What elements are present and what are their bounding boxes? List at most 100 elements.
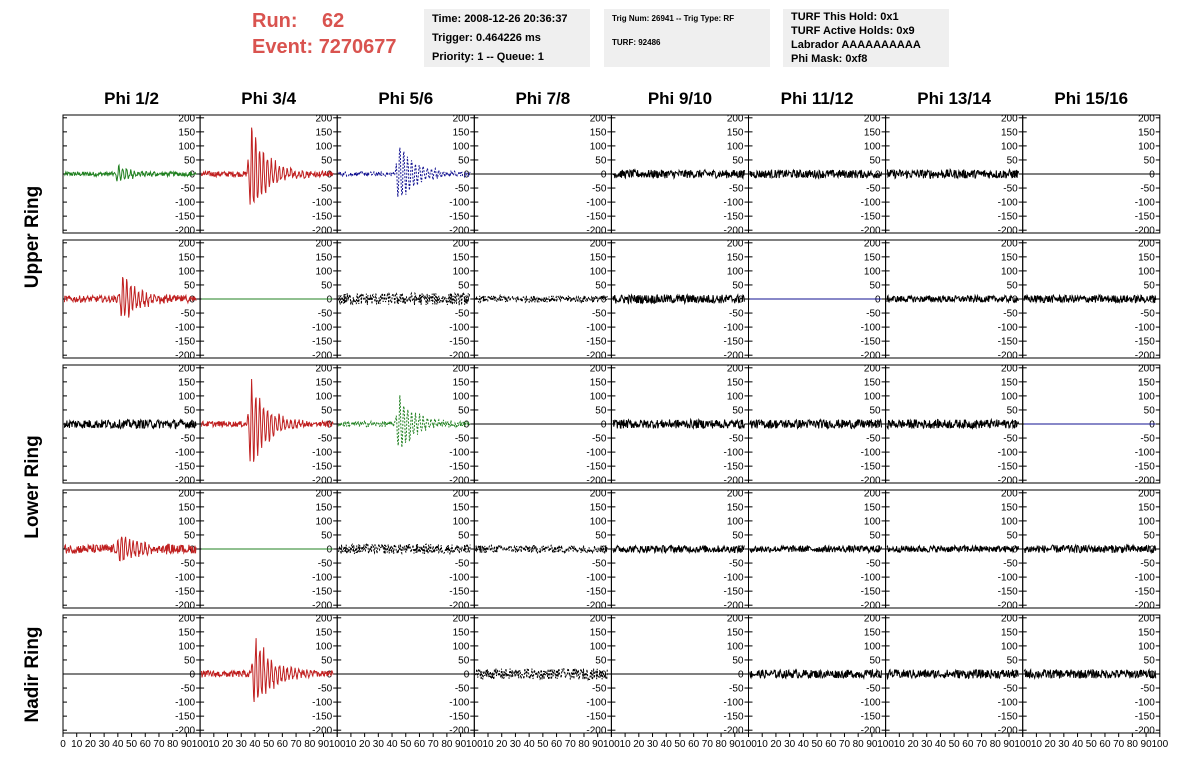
- ring-label: Lower Ring: [22, 435, 43, 538]
- y-tick-label: 100: [590, 516, 607, 527]
- y-tick-label: -50: [181, 559, 196, 570]
- y-tick-label: -50: [1140, 559, 1155, 570]
- y-tick-label: -200: [861, 601, 881, 612]
- x-tick-label: 80: [990, 739, 1002, 750]
- y-tick-label: -100: [1135, 573, 1155, 584]
- y-tick-label: -50: [1140, 309, 1155, 320]
- waveform-trace: [1023, 543, 1157, 555]
- y-tick-label: -200: [312, 226, 332, 237]
- y-tick-label: -200: [586, 351, 606, 362]
- y-tick-label: -100: [1135, 198, 1155, 209]
- y-tick-label: -100: [998, 573, 1018, 584]
- y-tick-label: -50: [318, 309, 333, 320]
- x-tick-label: 100: [192, 739, 209, 750]
- y-tick-label: 50: [869, 405, 881, 416]
- y-tick-label: 50: [184, 405, 196, 416]
- column-title: Phi 11/12: [781, 89, 854, 108]
- trig-num-text: Trig Num: 26941 -- Trig Type: RF: [612, 14, 735, 23]
- x-tick-label: 90: [1003, 739, 1015, 750]
- y-tick-label: 150: [864, 252, 881, 263]
- y-tick-label: 0: [1149, 420, 1155, 431]
- y-tick-label: -150: [1135, 712, 1155, 723]
- x-tick-label: 30: [921, 739, 933, 750]
- y-tick-label: 150: [727, 127, 744, 138]
- x-tick-label: 20: [359, 739, 371, 750]
- y-tick-label: -100: [175, 448, 195, 459]
- y-tick-label: 150: [316, 252, 333, 263]
- y-tick-label: -100: [723, 323, 743, 334]
- x-tick-label: 40: [1072, 739, 1084, 750]
- column-title: Phi 13/14: [917, 89, 991, 108]
- y-tick-label: 150: [316, 502, 333, 513]
- y-tick-label: -200: [175, 726, 195, 737]
- y-tick-label: 50: [184, 530, 196, 541]
- y-tick-label: -150: [998, 337, 1018, 348]
- x-tick-label: 30: [1058, 739, 1070, 750]
- waveform-trace: [63, 536, 197, 562]
- y-tick-label: 100: [178, 516, 195, 527]
- waveform-trace: [749, 418, 882, 430]
- y-tick-label: 50: [1007, 280, 1019, 291]
- waveform-trace: [749, 168, 882, 180]
- y-tick-label: -100: [586, 323, 606, 334]
- y-tick-label: 100: [864, 641, 881, 652]
- y-tick-label: 50: [184, 155, 196, 166]
- y-tick-label: 100: [178, 266, 195, 277]
- y-tick-label: 0: [464, 545, 470, 556]
- y-tick-label: 200: [178, 488, 195, 499]
- x-tick-label: 40: [798, 739, 810, 750]
- y-tick-label: -200: [1135, 726, 1155, 737]
- y-tick-label: 0: [1012, 545, 1018, 556]
- y-tick-label: -200: [723, 476, 743, 487]
- waveform-trace: [612, 417, 745, 430]
- y-tick-label: -50: [181, 309, 196, 320]
- y-tick-label: -150: [998, 462, 1018, 473]
- y-tick-label: -50: [318, 684, 333, 695]
- y-tick-label: -150: [449, 212, 469, 223]
- y-tick-label: -50: [592, 684, 607, 695]
- y-tick-label: 0: [327, 170, 333, 181]
- column-title: Phi 1/2: [104, 89, 159, 108]
- x-tick-label: 70: [153, 739, 165, 750]
- x-tick-label: 80: [304, 739, 316, 750]
- waveform-trace: [475, 666, 608, 682]
- y-tick-label: 100: [864, 516, 881, 527]
- x-tick-label: 90: [455, 739, 467, 750]
- y-tick-label: -150: [1135, 462, 1155, 473]
- y-tick-label: 200: [590, 238, 607, 249]
- x-tick-label: 100: [466, 739, 483, 750]
- event-value: 7270677: [318, 36, 397, 58]
- y-tick-label: -100: [723, 448, 743, 459]
- y-tick-label: -50: [1003, 184, 1018, 195]
- y-tick-label: -100: [861, 573, 881, 584]
- column-title: Phi 3/4: [241, 89, 296, 108]
- y-tick-label: 200: [178, 363, 195, 374]
- y-tick-label: -100: [586, 573, 606, 584]
- y-tick-label: 150: [178, 252, 195, 263]
- y-tick-label: 50: [732, 530, 744, 541]
- x-tick-label: 70: [291, 739, 303, 750]
- x-tick-label: 60: [688, 739, 700, 750]
- y-tick-label: -200: [586, 726, 606, 737]
- y-tick-label: -50: [1140, 684, 1155, 695]
- x-tick-label: 10: [1031, 739, 1043, 750]
- x-tick-label: 100: [603, 739, 620, 750]
- x-tick-label: 70: [839, 739, 851, 750]
- y-tick-label: 50: [321, 155, 333, 166]
- y-tick-label: 150: [453, 377, 470, 388]
- y-tick-label: -200: [998, 726, 1018, 737]
- y-tick-label: -150: [861, 587, 881, 598]
- y-tick-label: 100: [1138, 641, 1155, 652]
- y-tick-label: -150: [312, 712, 332, 723]
- y-tick-label: 50: [1144, 530, 1156, 541]
- y-tick-label: -100: [861, 198, 881, 209]
- y-tick-label: 150: [1138, 377, 1155, 388]
- y-tick-label: -150: [723, 212, 743, 223]
- y-tick-label: -200: [1135, 226, 1155, 237]
- y-tick-label: 50: [595, 530, 607, 541]
- waveform-trace: [886, 167, 1020, 180]
- y-tick-label: -50: [866, 684, 881, 695]
- y-tick-label: -150: [723, 712, 743, 723]
- y-tick-label: 0: [1149, 295, 1155, 306]
